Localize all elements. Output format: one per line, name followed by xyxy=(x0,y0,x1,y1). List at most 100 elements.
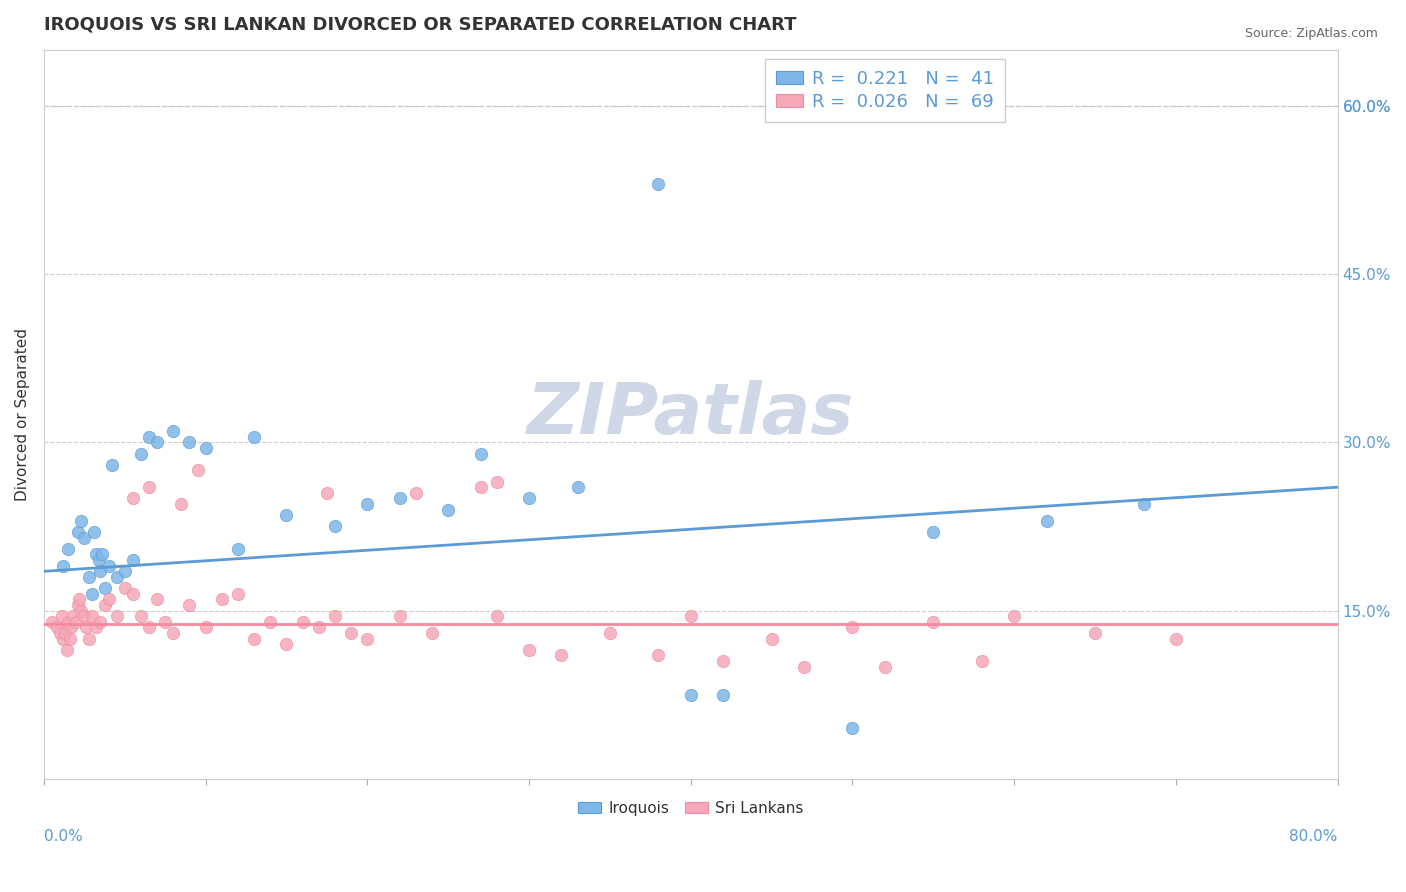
Point xyxy=(69,592,91,607)
Point xyxy=(59,632,82,646)
Point xyxy=(922,615,945,629)
Point xyxy=(323,519,346,533)
Point xyxy=(599,626,621,640)
Point xyxy=(259,615,281,629)
Point xyxy=(162,626,184,640)
Point xyxy=(94,581,117,595)
Point xyxy=(405,485,427,500)
Point xyxy=(243,430,266,444)
Point xyxy=(162,424,184,438)
Text: ZIPatlas: ZIPatlas xyxy=(527,380,855,449)
Point xyxy=(194,441,217,455)
Point xyxy=(356,497,378,511)
Point xyxy=(323,609,346,624)
Point xyxy=(841,620,863,634)
Point xyxy=(73,531,96,545)
Point xyxy=(77,570,100,584)
Point xyxy=(179,598,201,612)
Point xyxy=(340,626,363,640)
Point xyxy=(97,558,120,573)
Point xyxy=(1164,632,1187,646)
Point xyxy=(1035,514,1057,528)
Point xyxy=(105,570,128,584)
Point xyxy=(82,609,104,624)
Point xyxy=(66,598,89,612)
Point xyxy=(51,609,73,624)
Point xyxy=(276,637,298,651)
Point xyxy=(517,642,540,657)
Point xyxy=(121,553,143,567)
Point xyxy=(226,587,249,601)
Point xyxy=(65,615,87,629)
Point xyxy=(56,615,79,629)
Legend: Iroquois, Sri Lankans: Iroquois, Sri Lankans xyxy=(572,795,810,822)
Point xyxy=(841,721,863,735)
Point xyxy=(121,587,143,601)
Point xyxy=(550,648,572,663)
Point xyxy=(53,626,76,640)
Point xyxy=(793,659,815,673)
Point xyxy=(83,524,105,539)
Point xyxy=(922,524,945,539)
Point xyxy=(52,558,75,573)
Point xyxy=(146,592,169,607)
Point xyxy=(711,654,734,668)
Point xyxy=(761,632,783,646)
Point xyxy=(101,458,124,472)
Text: IROQUOIS VS SRI LANKAN DIVORCED OR SEPARATED CORRELATION CHART: IROQUOIS VS SRI LANKAN DIVORCED OR SEPAR… xyxy=(44,15,796,33)
Point xyxy=(41,615,63,629)
Point xyxy=(1084,626,1107,640)
Point xyxy=(55,642,77,657)
Point xyxy=(129,446,152,460)
Point xyxy=(77,632,100,646)
Point xyxy=(517,491,540,506)
Point xyxy=(1002,609,1025,624)
Point xyxy=(679,688,702,702)
Text: Source: ZipAtlas.com: Source: ZipAtlas.com xyxy=(1244,27,1378,40)
Point xyxy=(66,524,89,539)
Point xyxy=(73,609,96,624)
Point xyxy=(1132,497,1154,511)
Point xyxy=(170,497,193,511)
Point xyxy=(226,541,249,556)
Text: 80.0%: 80.0% xyxy=(1289,830,1337,844)
Point xyxy=(276,508,298,523)
Point xyxy=(179,435,201,450)
Point xyxy=(114,581,136,595)
Point xyxy=(873,659,896,673)
Point xyxy=(84,548,107,562)
Point xyxy=(388,491,411,506)
Point xyxy=(138,480,160,494)
Point xyxy=(647,178,669,192)
Point xyxy=(567,480,589,494)
Point xyxy=(485,475,508,489)
Point xyxy=(105,609,128,624)
Point xyxy=(470,480,492,494)
Y-axis label: Divorced or Separated: Divorced or Separated xyxy=(15,327,30,500)
Point xyxy=(62,609,84,624)
Point xyxy=(89,615,111,629)
Point xyxy=(437,502,460,516)
Point xyxy=(138,430,160,444)
Point xyxy=(89,564,111,578)
Point xyxy=(153,615,176,629)
Point xyxy=(146,435,169,450)
Point xyxy=(70,603,93,617)
Text: 0.0%: 0.0% xyxy=(44,830,83,844)
Point xyxy=(356,632,378,646)
Point xyxy=(91,548,114,562)
Point xyxy=(243,632,266,646)
Point xyxy=(94,598,117,612)
Point xyxy=(388,609,411,624)
Point xyxy=(114,564,136,578)
Point xyxy=(138,620,160,634)
Point xyxy=(75,620,97,634)
Point xyxy=(211,592,233,607)
Point xyxy=(45,620,67,634)
Point xyxy=(87,553,110,567)
Point xyxy=(186,463,208,477)
Point xyxy=(647,648,669,663)
Point xyxy=(316,485,339,500)
Point xyxy=(420,626,443,640)
Point xyxy=(291,615,314,629)
